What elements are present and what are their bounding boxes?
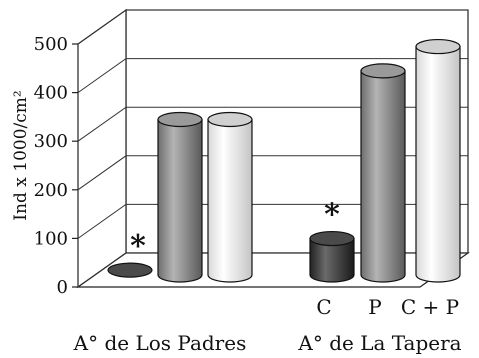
category-label: C: [316, 295, 331, 319]
y-tick-label: 300: [34, 131, 68, 152]
bar-top: [157, 111, 203, 128]
gridline: [77, 9, 468, 45]
bar-cylinder: [360, 63, 406, 283]
y-tick-label: 200: [34, 180, 68, 201]
bar-top: [207, 111, 253, 128]
bar-top: [360, 63, 406, 79]
significance-asterisk: *: [324, 198, 340, 233]
group-label: A° de Los Padres: [73, 331, 247, 355]
bar-body: [207, 118, 253, 283]
category-label: P: [368, 295, 381, 319]
labels-layer: 0 100 200 300 400 500 Ind x 1000/cm² * * C P C + P A…: [11, 34, 462, 355]
bars-layer: [107, 38, 461, 283]
y-tick-label: 100: [34, 228, 68, 249]
category-label: C + P: [401, 295, 459, 319]
y-tick-label: 400: [34, 83, 68, 104]
left-wall: [77, 8, 127, 289]
bar-body: [309, 237, 355, 283]
bar-body: [157, 118, 203, 283]
bar-cylinder: [309, 230, 355, 283]
bar-top: [309, 230, 355, 247]
y-tick-label: 0: [57, 277, 68, 298]
gridline: [77, 155, 468, 191]
bar-cylinder: [157, 111, 203, 283]
gridline: [77, 106, 468, 142]
bar-body: [415, 45, 461, 283]
group-label: A° de La Tapera: [297, 331, 461, 355]
bar-cylinder: [207, 111, 253, 283]
bar-cylinder: [107, 262, 153, 278]
y-axis-label: Ind x 1000/cm²: [11, 90, 31, 220]
bar-cylinder: [415, 38, 461, 283]
significance-asterisk: *: [130, 229, 146, 264]
gridline: [77, 58, 468, 94]
bar-top: [107, 262, 153, 278]
bar-body: [360, 70, 406, 283]
y-tick-label: 500: [34, 34, 68, 55]
gridline: [77, 203, 468, 239]
bar-top: [415, 38, 461, 55]
